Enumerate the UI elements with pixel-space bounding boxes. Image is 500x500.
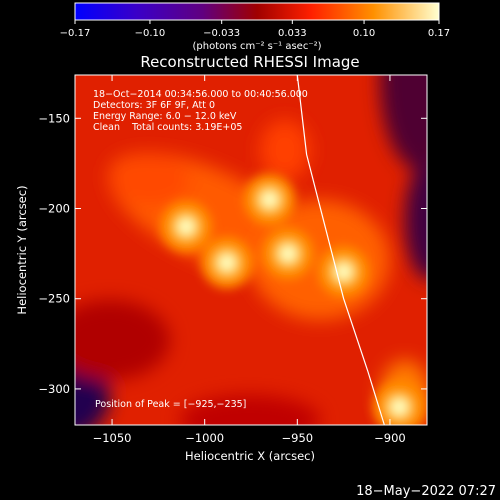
colorbar-gradient: [74, 2, 440, 21]
heatmap-image: [75, 75, 427, 425]
annotation-block: 18−Oct−2014 00:34:56.000 to 00:40:56.000…: [93, 89, 308, 133]
x-tick-label: −950: [282, 431, 314, 445]
y-tick-label: −150: [38, 111, 70, 125]
colorbar-tick-label: −0.17: [60, 28, 91, 39]
y-axis-label: Heliocentric Y (arcsec): [15, 185, 29, 314]
source-peak: [178, 218, 195, 235]
annotation-detectors: Detectors: 3F 6F 9F, Att 0: [93, 100, 215, 111]
colorbar-tick-label: 0.033: [278, 28, 307, 39]
y-tick-label: −300: [38, 382, 70, 396]
source-peak: [218, 254, 235, 271]
x-tick-label: −1050: [93, 431, 132, 445]
colorbar-tick-label: −0.033: [203, 28, 240, 39]
source-peak: [280, 245, 297, 262]
render-timestamp: 18−May−2022 07:27: [356, 484, 496, 499]
source-peak: [335, 263, 352, 280]
x-axis-ticks: −1050 −1000 −950 −900: [93, 75, 406, 445]
x-tick-label: −1000: [185, 431, 224, 445]
colorbar-units: (photons cm⁻² s⁻¹ asec⁻²): [192, 41, 321, 52]
plot-frame: [74, 74, 428, 426]
peak-position-label: Position of Peak = [−925,−235]: [95, 399, 246, 410]
y-axis-ticks: −300 −250 −200 −150: [38, 111, 427, 396]
colorbar-tick-label: 0.17: [428, 28, 450, 39]
colorbar-tick-label: 0.10: [353, 28, 375, 39]
colorbar: −0.17 −0.10 −0.033 0.033 0.10 0.17 (photons c…: [60, 2, 450, 52]
y-tick-label: −250: [38, 292, 70, 306]
y-tick-label: −200: [38, 202, 70, 216]
source-peak: [391, 398, 408, 415]
source-peak: [261, 191, 278, 208]
annotation-energy: Energy Range: 6.0 − 12.0 keV: [93, 111, 237, 122]
solar-limb-curve: [296, 75, 385, 425]
x-tick-label: −900: [374, 431, 406, 445]
annotation-clean: Clean Total counts: 3.19E+05: [93, 122, 242, 133]
colorbar-tick-label: −0.10: [135, 28, 166, 39]
chart-title: Reconstructed RHESSI Image: [140, 53, 359, 71]
colorbar-ticks: −0.17 −0.10 −0.033 0.033 0.10 0.17: [60, 20, 450, 39]
annotation-time: 18−Oct−2014 00:34:56.000 to 00:40:56.000: [93, 89, 308, 100]
x-axis-label: Heliocentric X (arcsec): [185, 449, 315, 463]
